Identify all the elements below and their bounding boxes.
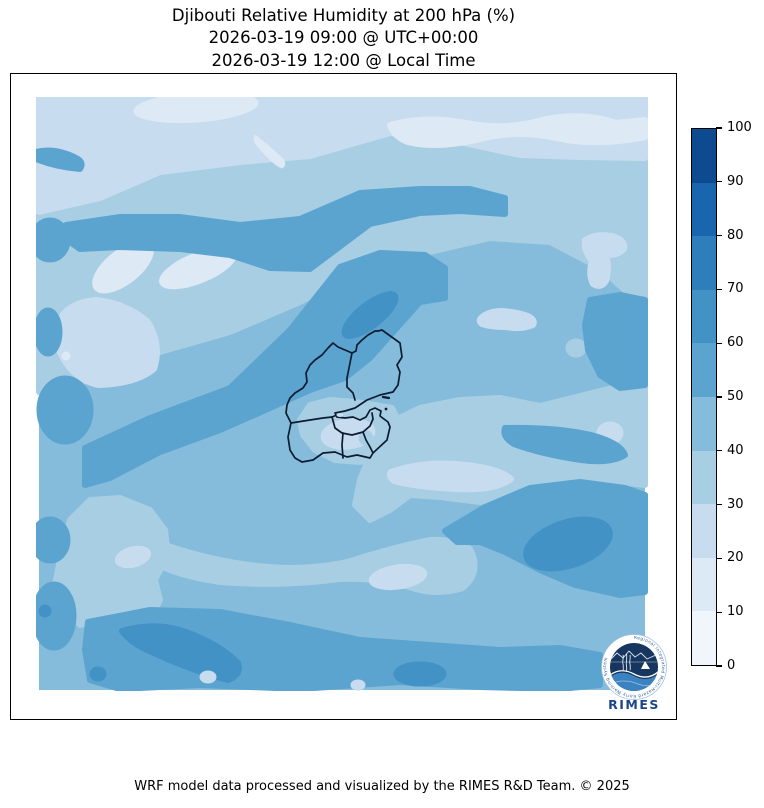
title-line-1: Djibouti Relative Humidity at 200 hPa (%… [171, 6, 516, 25]
tick-label: 70 [727, 281, 744, 297]
attribution-footer: WRF model data processed and visualized … [134, 779, 630, 794]
tick-label: 100 [727, 120, 752, 135]
colorbar-segment [692, 343, 716, 397]
tick-label: 40 [727, 442, 744, 458]
tick-label: 10 [727, 604, 744, 620]
lake-assal [336, 413, 344, 417]
colorbar-segment [692, 129, 716, 183]
tick-label: 50 [727, 389, 744, 404]
title-line-2: 2026-03-19 09:00 @ UTC+00:00 [208, 28, 479, 48]
colorbar-segment [692, 504, 716, 558]
tick-label: 0 [727, 658, 736, 673]
djibouti-border [285, 329, 403, 463]
humidity-contour-map [36, 97, 648, 691]
colorbar-segment [692, 557, 716, 612]
tick-label: 30 [727, 496, 744, 512]
colorbar-segment [692, 396, 716, 451]
tick-label: 80 [727, 227, 744, 243]
colorbar-segment [692, 182, 716, 237]
islands [381, 395, 391, 400]
rimes-logo: Regional Integrated Multi-Hazard Early W… [601, 634, 667, 712]
colorbar-segment [692, 611, 716, 665]
tick-label: 90 [727, 173, 744, 189]
title-line-3: 2026-03-19 12:00 @ Local Time [211, 50, 476, 70]
plot-title: Djibouti Relative Humidity at 200 hPa (%… [10, 5, 677, 72]
colorbar-segment [692, 450, 716, 505]
logo-wordmark: RIMES [608, 697, 660, 712]
colorbar-segment [692, 236, 716, 290]
contour-fills [36, 97, 648, 691]
tick-label: 60 [727, 335, 744, 351]
colorbar-segment [692, 289, 716, 344]
tick-label: 20 [727, 550, 744, 566]
colorbar [691, 128, 717, 666]
island-dot [384, 407, 388, 411]
